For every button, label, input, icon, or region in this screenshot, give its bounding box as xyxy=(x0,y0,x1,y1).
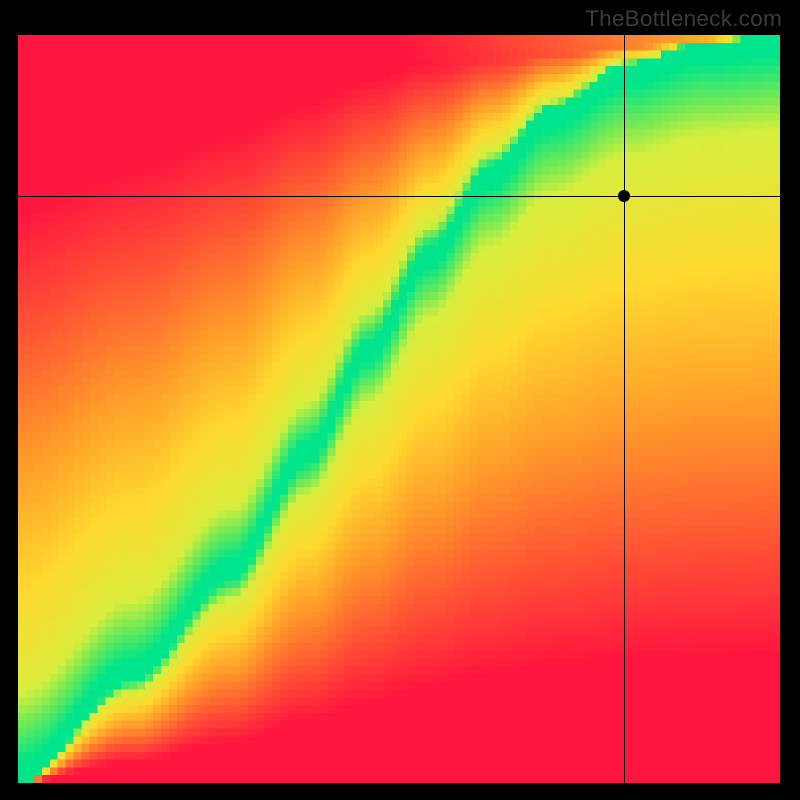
plot-area xyxy=(18,35,780,783)
heatmap-canvas xyxy=(18,35,780,783)
marker-dot xyxy=(618,190,630,202)
crosshair-vertical xyxy=(624,35,625,783)
chart-frame: TheBottleneck.com xyxy=(0,0,800,800)
watermark-text: TheBottleneck.com xyxy=(585,6,782,32)
crosshair-horizontal xyxy=(18,196,780,197)
